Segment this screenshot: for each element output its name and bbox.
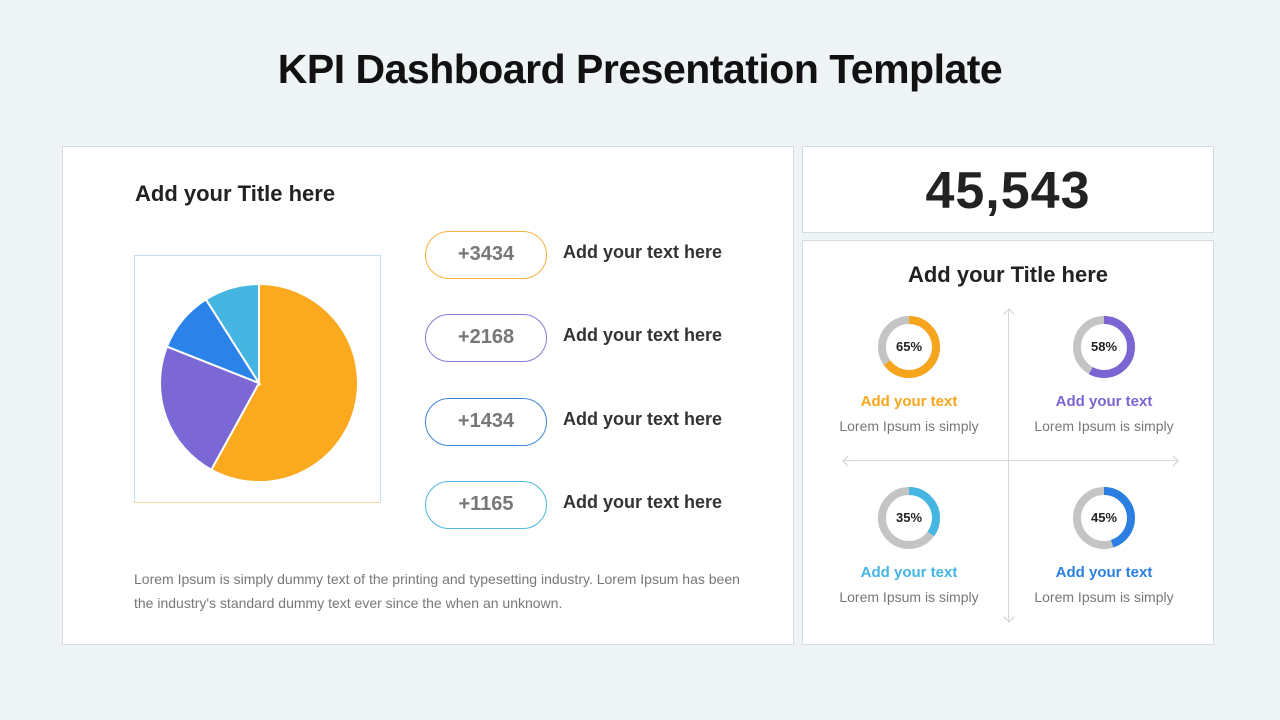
stat-row-1: +3434 Add your text here <box>425 231 765 279</box>
kpi-panel-title: Add your Title here <box>907 262 1109 287</box>
kpi-sub-4: Lorem Ipsum is simply <box>1034 589 1174 605</box>
stat-label-3: Add your text here <box>563 409 723 429</box>
stat-row-2: +2168 Add your text here <box>425 314 765 362</box>
arrow-right-icon <box>1167 455 1179 467</box>
stat-pill-2: +2168 <box>425 314 547 362</box>
stat-pill-4: +1165 <box>425 481 547 529</box>
kpi-item-3: 35% Add your text Lorem Ipsum is simply <box>814 486 1004 606</box>
stat-pill-1: +3434 <box>425 231 547 279</box>
stat-row-4: +1165 Add your text here <box>425 481 765 529</box>
kpi-percent-3: 35% <box>895 510 923 525</box>
pie-slice-1 <box>209 282 359 483</box>
kpi-item-1: 65% Add your text Lorem Ipsum is simply <box>814 315 1004 435</box>
donut-progress-arc <box>1073 316 1135 378</box>
donut-progress-arc <box>1073 487 1135 549</box>
pie-chart <box>159 282 359 483</box>
horizontal-divider <box>843 460 1177 461</box>
stat-row-3: +1434 Add your text here <box>425 398 765 446</box>
kpi-label-3: Add your text <box>860 564 958 581</box>
stat-label-2: Add your text here <box>563 325 723 345</box>
kpi-panel: Add your Title here 65% Add your text Lo… <box>802 240 1214 645</box>
kpi-item-2: 58% Add your text Lorem Ipsum is simply <box>1009 315 1199 435</box>
kpi-percent-1: 65% <box>895 339 923 354</box>
kpi-label-4: Add your text <box>1055 564 1153 581</box>
kpi-sub-3: Lorem Ipsum is simply <box>839 589 979 605</box>
kpi-donut-2 <box>1073 316 1135 378</box>
big-number: 45,543 <box>925 162 1091 220</box>
kpi-donut-4 <box>1073 487 1135 549</box>
pie-panel-title: Add your Title here <box>135 181 336 206</box>
kpi-label-2: Add your text <box>1055 393 1153 410</box>
donut-progress-arc <box>878 487 940 549</box>
pie-slice-4 <box>204 282 260 387</box>
pie-chart-frame <box>134 255 381 503</box>
stat-pill-3: +1434 <box>425 398 547 446</box>
arrow-down-icon <box>1003 611 1015 623</box>
kpi-sub-2: Lorem Ipsum is simply <box>1034 418 1174 434</box>
stat-label-4: Add your text here <box>563 492 723 512</box>
stat-label-1: Add your text here <box>563 242 723 262</box>
big-number-panel: 45,543 <box>802 146 1214 233</box>
pie-slice-2 <box>159 345 261 472</box>
kpi-label-1: Add your text <box>860 393 958 410</box>
kpi-percent-2: 58% <box>1090 339 1118 354</box>
kpi-donut-3 <box>878 487 940 549</box>
kpi-item-4: 45% Add your text Lorem Ipsum is simply <box>1009 486 1199 606</box>
vertical-divider <box>1008 309 1009 622</box>
donut-progress-arc <box>878 316 940 378</box>
kpi-donut-1 <box>878 316 940 378</box>
pie-panel-description: Lorem Ipsum is simply dummy text of the … <box>134 571 740 611</box>
pie-chart-panel: Add your Title here +3434 Add your text … <box>62 146 794 645</box>
page-title: KPI Dashboard Presentation Template <box>277 46 1003 92</box>
kpi-sub-1: Lorem Ipsum is simply <box>839 418 979 434</box>
arrow-left-icon <box>842 455 854 467</box>
kpi-percent-4: 45% <box>1090 510 1118 525</box>
